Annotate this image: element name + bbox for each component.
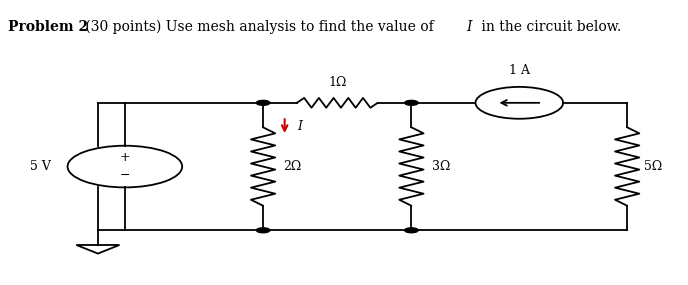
Text: (30 points) Use mesh analysis to find the value of: (30 points) Use mesh analysis to find th… — [81, 20, 438, 34]
Text: in the circuit below.: in the circuit below. — [477, 20, 621, 34]
Circle shape — [405, 228, 418, 233]
Text: Problem 2: Problem 2 — [8, 20, 88, 34]
Text: 3Ω: 3Ω — [431, 160, 450, 173]
Circle shape — [257, 100, 270, 105]
Text: I: I — [466, 20, 471, 34]
Text: 2Ω: 2Ω — [283, 160, 301, 173]
Text: 5Ω: 5Ω — [644, 160, 663, 173]
Text: 1Ω: 1Ω — [328, 76, 347, 89]
Text: 1 A: 1 A — [509, 64, 530, 77]
Circle shape — [257, 228, 270, 233]
Text: 5 V: 5 V — [30, 160, 51, 173]
Text: +: + — [120, 151, 130, 164]
Text: I: I — [297, 120, 302, 133]
Text: −: − — [120, 169, 130, 182]
Circle shape — [405, 100, 418, 105]
